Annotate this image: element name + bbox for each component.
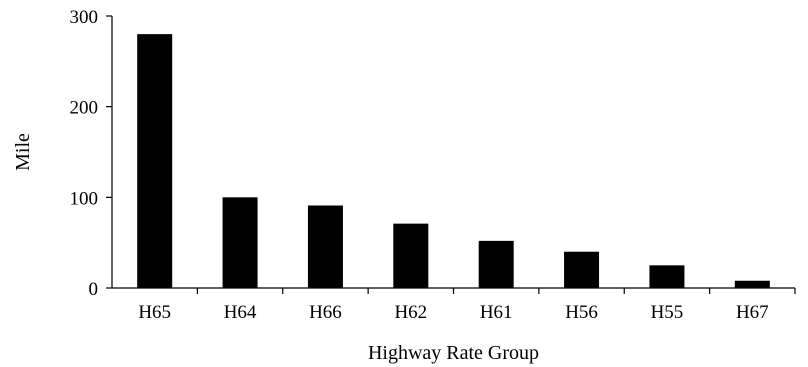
- bar-h56: [564, 251, 600, 288]
- bar-h66: [307, 205, 343, 288]
- y-tick-label: 100: [70, 188, 99, 209]
- x-axis-ticks: [196, 288, 796, 294]
- x-tick-label-h62: H62: [394, 302, 427, 323]
- y-tick-label: 200: [70, 98, 99, 119]
- x-tick-label-h56: H56: [565, 302, 598, 323]
- y-axis-title: Mile: [12, 133, 34, 171]
- bar-h61: [478, 240, 514, 288]
- y-tick-label: 300: [70, 7, 99, 28]
- bar-h64: [222, 197, 258, 288]
- y-tick-label: 0: [89, 279, 99, 300]
- bar-h67: [734, 280, 770, 288]
- x-axis-title: Highway Rate Group: [368, 342, 539, 364]
- x-tick-label-h55: H55: [651, 302, 684, 323]
- bars: [137, 34, 770, 289]
- x-tick-label-h66: H66: [309, 302, 342, 323]
- y-axis-tick-labels: 0 100 200 300: [70, 7, 99, 300]
- x-axis-tick-labels: H65 H64 H66 H62 H61 H56 H55 H67: [138, 302, 768, 323]
- x-tick-label-h61: H61: [480, 302, 513, 323]
- bar-h55: [649, 265, 685, 288]
- y-axis-ticks: [106, 15, 112, 289]
- bar-h65: [137, 34, 173, 289]
- x-tick-label-h64: H64: [224, 302, 257, 323]
- bar-h62: [393, 223, 429, 288]
- x-tick-label-h67: H67: [736, 302, 769, 323]
- x-tick-label-h65: H65: [138, 302, 171, 323]
